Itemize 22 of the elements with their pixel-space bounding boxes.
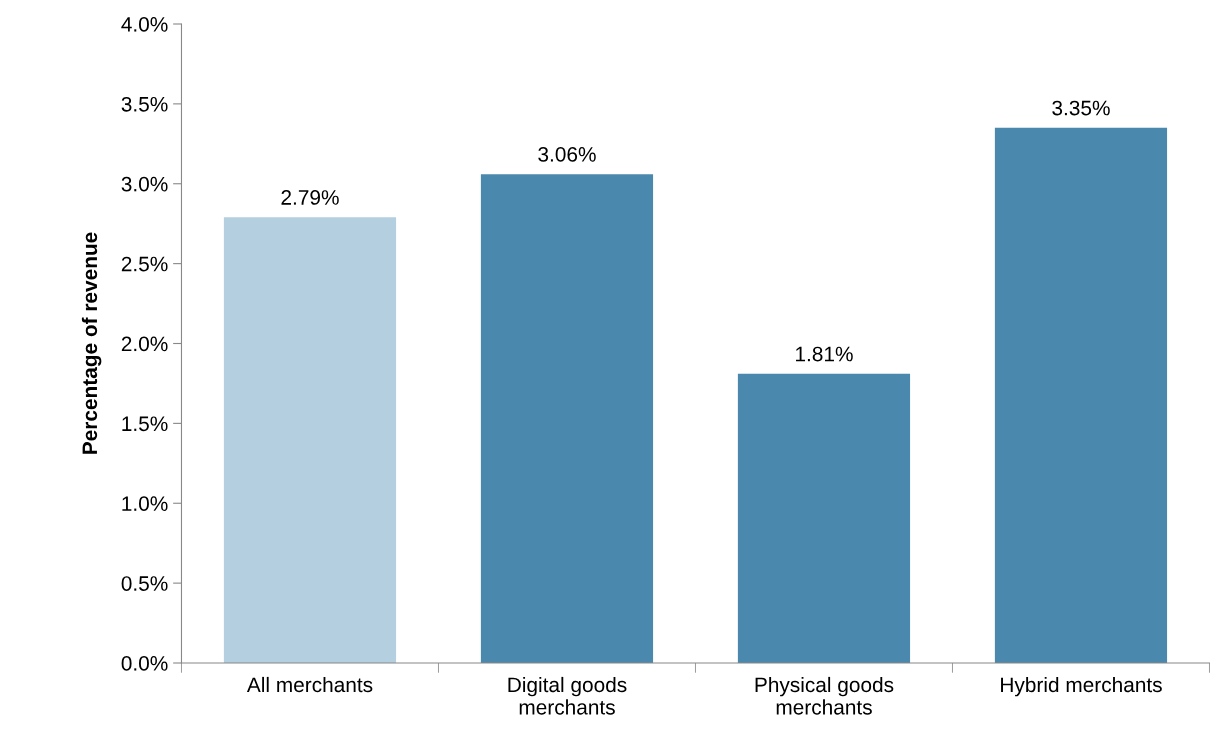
- y-tick-label: 2.0%: [121, 336, 168, 352]
- data-label: 2.79%: [281, 190, 339, 205]
- bar: [223, 217, 397, 663]
- x-tick-label: All merchants: [246, 676, 373, 693]
- y-axis-title: Percentage of revenue: [81, 232, 102, 454]
- y-tick-label: 1.5%: [122, 416, 168, 432]
- data-label: 1.81%: [796, 346, 853, 362]
- y-tick-label: 2.5%: [121, 256, 168, 272]
- data-label: 3.06%: [538, 146, 596, 162]
- y-tick-label: 3.5%: [121, 96, 168, 112]
- data-label: 3.35%: [1052, 100, 1110, 116]
- y-tick-label: 3.0%: [121, 176, 168, 192]
- bar: [737, 373, 911, 663]
- x-tick-label: Hybrid merchants: [1001, 676, 1162, 697]
- y-tick-label: 1.0%: [122, 496, 168, 511]
- y-tick-label: 4.0%: [121, 17, 168, 32]
- x-tick-label: Physical goods merchants: [755, 676, 894, 715]
- y-tick-label: 0.0%: [121, 656, 168, 671]
- x-tick-label: Digital goods merchants: [508, 676, 627, 715]
- bar: [480, 174, 654, 663]
- y-tick-label: 0.5%: [121, 576, 168, 591]
- bar: [994, 127, 1168, 663]
